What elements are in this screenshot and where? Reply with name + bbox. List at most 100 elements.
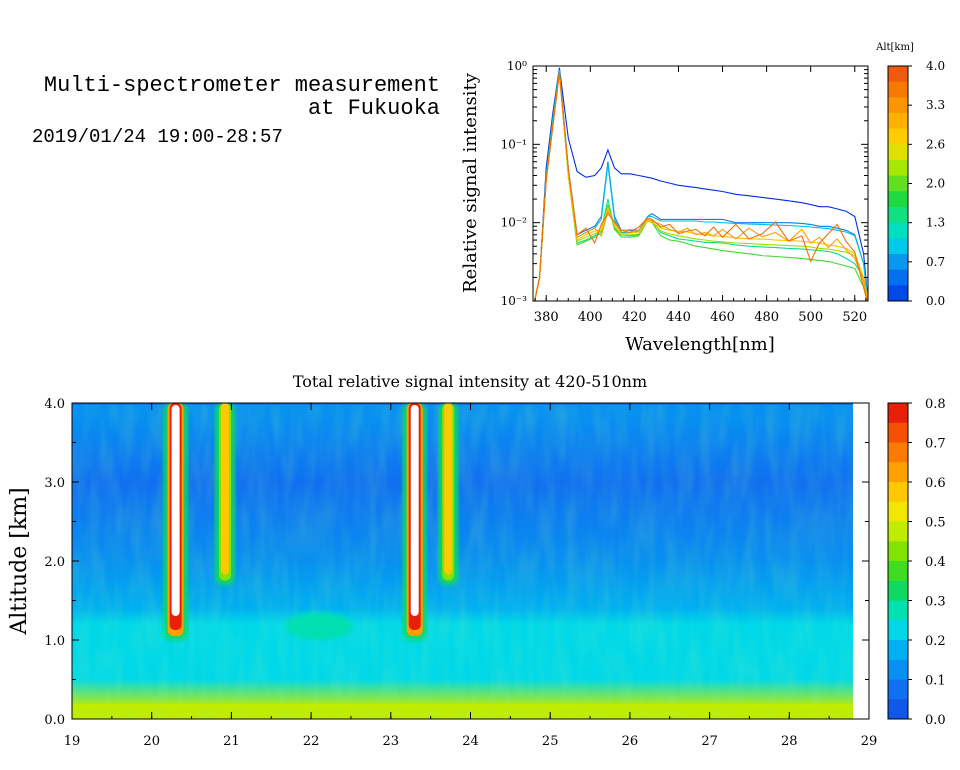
heatmap-x-tick-label: 25 — [542, 734, 559, 749]
intensity-colorbar-cell — [888, 679, 908, 700]
date-range: 2019/01/24 19:00-28:57 — [32, 126, 283, 148]
intensity-colorbar-cell — [888, 442, 908, 463]
intensity-colorbar-cell — [888, 640, 908, 661]
intensity-colorbar-cell — [888, 659, 908, 680]
altitude-colorbar-cell — [888, 285, 908, 302]
intensity-colorbar-cell — [888, 561, 908, 582]
spectrum-series-line-1 — [534, 69, 868, 301]
altitude-colorbar: 4.0 3.3 2.6 2.0 1.3 0.7 0.0 — [887, 59, 945, 308]
altitude-colorbar-tick-label: 2.6 — [926, 137, 945, 151]
intensity-colorbar-tick-label: 0.3 — [925, 595, 946, 610]
heatmap-column-saturated — [410, 405, 419, 616]
heatmap-axes: 19 20 21 22 23 24 25 26 27 28 29 0.0 1.0 2.0 3.0 4.0 — [44, 397, 877, 749]
heatmap-surface-layer — [72, 703, 854, 710]
altitude-colorbar-tick-label: 0.7 — [926, 255, 945, 269]
heatmap-top-edge — [72, 403, 854, 405]
altitude-colorbar-cell — [888, 175, 908, 192]
heatmap-x-tick-label: 23 — [383, 734, 400, 749]
heatmap-features — [163, 403, 459, 641]
intensity-colorbar-cell — [888, 521, 908, 542]
intensity-colorbar-cell — [888, 541, 908, 562]
intensity-colorbar-tick-label: 0.7 — [925, 437, 946, 452]
spectrum-x-tick-label: 460 — [710, 310, 735, 325]
altitude-colorbar-cell — [888, 238, 908, 255]
heatmap-x-tick-label: 24 — [462, 734, 479, 749]
altitude-colorbar-tick-label: 1.3 — [926, 216, 945, 230]
altitude-colorbar-cell — [888, 222, 908, 239]
spectrum-xlabel: Wavelength[nm] — [625, 334, 775, 355]
altitude-colorbar-tick-label: 2.0 — [926, 177, 945, 191]
spectrum-series-group — [534, 67, 868, 301]
altitude-colorbar-cell — [888, 269, 908, 286]
altitude-colorbar-cell — [888, 207, 908, 224]
heatmap-y-tick-label: 4.0 — [44, 397, 65, 412]
intensity-colorbar-cell — [888, 422, 908, 443]
spectrum-y-tick-label: 10⁻¹ — [501, 137, 527, 151]
spectrum-x-tick-label: 400 — [578, 310, 603, 325]
spectrum-x-tick-label: 500 — [798, 310, 823, 325]
spectrum-series-line-6 — [534, 72, 868, 301]
heatmap-y-tick-label: 1.0 — [44, 634, 65, 649]
altitude-colorbar-title: Alt[km] — [875, 42, 914, 53]
spectrum-series-line-7 — [534, 72, 868, 301]
heatmap-texture — [72, 403, 854, 719]
intensity-colorbar-tick-label: 0.4 — [925, 555, 946, 570]
intensity-colorbar-tick-label: 0.8 — [925, 397, 946, 412]
heatmap-x-tick-label: 20 — [143, 734, 160, 749]
heatmap-x-tick-label: 27 — [701, 734, 718, 749]
altitude-colorbar-cell — [888, 113, 908, 130]
spectrum-ylabel: Relative signal intensity — [460, 72, 481, 293]
intensity-colorbar: 0.8 0.7 0.6 0.5 0.4 0.3 0.2 0.1 0.0 — [887, 397, 946, 728]
intensity-colorbar-cell — [888, 580, 908, 601]
altitude-colorbar-cell — [888, 128, 908, 145]
spectrum-plot-area — [533, 66, 868, 301]
figure-title-line1: Multi-spectrometer measurement — [43, 73, 440, 98]
spectrum-y-tick-label: 10⁰ — [507, 59, 527, 73]
intensity-colorbar-cell — [888, 403, 908, 424]
intensity-colorbar-tick-label: 0.5 — [925, 516, 946, 531]
spectrum-chart: 380 400 420 440 460 480 500 52010⁰10⁻¹10⁻²10⁻³ … — [460, 42, 945, 355]
heatmap-x-tick-label: 21 — [223, 734, 240, 749]
spectrum-y-tick-label: 10⁻³ — [501, 294, 528, 308]
intensity-colorbar-tick-label: 0.0 — [925, 713, 946, 728]
heatmap-column-saturated — [171, 405, 180, 616]
intensity-colorbar-cell — [888, 699, 908, 720]
heatmap-ylabel: Altitude [km] — [7, 487, 32, 635]
heatmap-x-tick-label: 19 — [64, 734, 81, 749]
altitude-colorbar-cell — [888, 81, 908, 98]
heatmap-title: Total relative signal intensity at 420-5… — [293, 372, 647, 391]
heatmap-x-tick-label: 22 — [303, 734, 320, 749]
altitude-colorbar-cell — [888, 254, 908, 271]
intensity-colorbar-cell — [888, 600, 908, 621]
intensity-colorbar-tick-label: 0.6 — [925, 476, 946, 491]
heatmap-x-tick-label: 28 — [781, 734, 798, 749]
intensity-colorbar-cell — [888, 462, 908, 483]
heatmap-column — [444, 403, 453, 575]
intensity-colorbar-tick-label: 0.2 — [925, 634, 946, 649]
altitude-colorbar-cell — [888, 97, 908, 114]
altitude-colorbar-cell — [888, 191, 908, 208]
spectrum-axes: 380 400 420 440 460 480 500 520 10⁰ 10⁻¹ 10⁻² 10⁻³ — [501, 59, 868, 325]
figure-title-line2: at Fukuoka — [307, 96, 440, 121]
altitude-colorbar-tick-label: 0.0 — [926, 294, 945, 308]
intensity-colorbar-cell — [888, 620, 908, 641]
intensity-colorbar-tick-label: 0.1 — [925, 674, 946, 689]
heatmap-y-tick-label: 2.0 — [44, 555, 65, 570]
heatmap-y-tick-label: 3.0 — [44, 476, 65, 491]
altitude-colorbar-cell — [888, 144, 908, 161]
spectrum-x-tick-label: 440 — [666, 310, 691, 325]
spectrum-x-tick-label: 380 — [534, 310, 559, 325]
heatmap-y-tick-label: 0.0 — [44, 713, 65, 728]
heatmap-column — [221, 403, 230, 575]
spectrum-x-tick-label: 480 — [754, 310, 779, 325]
heatmap-aerosol-layer — [285, 612, 354, 641]
spectrum-x-tick-label: 420 — [622, 310, 647, 325]
spectrum-x-tick-label: 520 — [842, 310, 867, 325]
intensity-colorbar-cell — [888, 482, 908, 503]
altitude-colorbar-tick-label: 4.0 — [926, 59, 945, 73]
intensity-colorbar-cell — [888, 501, 908, 522]
heatmap-field — [72, 403, 869, 719]
altitude-colorbar-cell — [888, 160, 908, 177]
altitude-colorbar-cell — [888, 66, 908, 83]
